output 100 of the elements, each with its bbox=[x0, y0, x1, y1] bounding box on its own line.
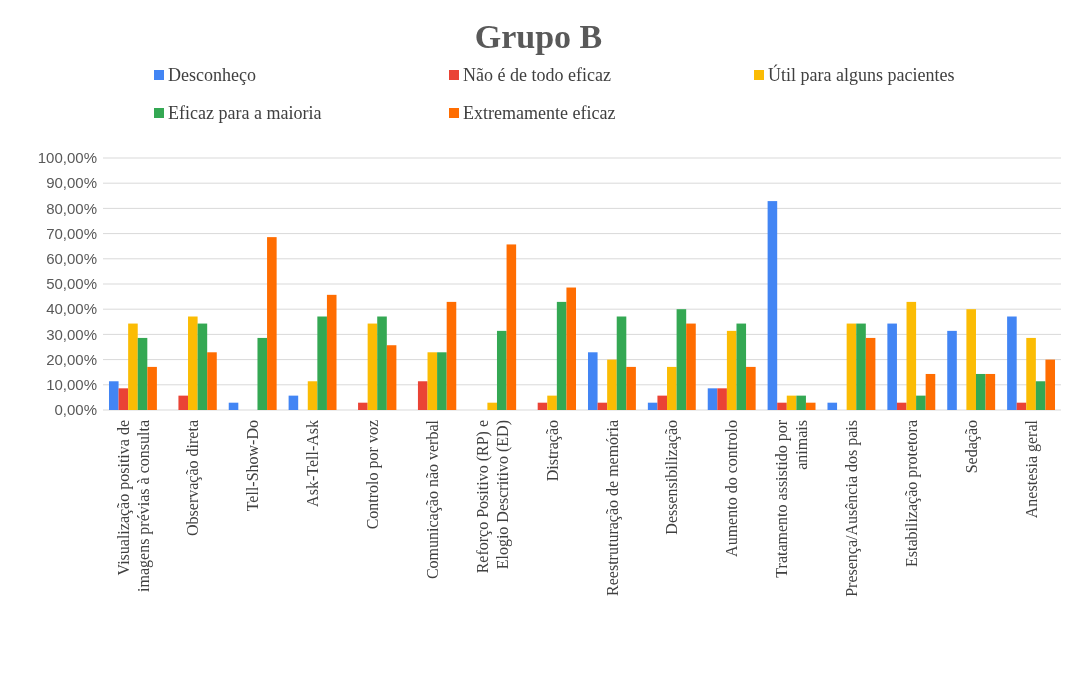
bar bbox=[326, 294, 337, 410]
bar bbox=[1045, 359, 1056, 410]
bar bbox=[537, 402, 548, 410]
x-tick-label: Tell-Show-Do bbox=[244, 420, 262, 512]
bar bbox=[377, 316, 387, 410]
bar bbox=[487, 402, 497, 410]
bar bbox=[1035, 381, 1046, 410]
bar bbox=[288, 395, 299, 410]
bar bbox=[417, 381, 428, 410]
bar bbox=[178, 395, 189, 410]
bar bbox=[856, 323, 866, 410]
x-tick-label: Controlo por voz bbox=[364, 420, 383, 530]
bar bbox=[865, 337, 876, 410]
bar bbox=[667, 366, 677, 410]
bar bbox=[925, 373, 936, 410]
x-tick-label: Sedação bbox=[962, 420, 981, 474]
x-tick-label: Anestesia geral bbox=[1022, 419, 1041, 519]
bar bbox=[616, 316, 627, 410]
y-tick-label: 20,00% bbox=[46, 350, 97, 368]
bar bbox=[726, 330, 737, 410]
bar bbox=[626, 366, 636, 410]
legend-label: Eficaz para a maioria bbox=[168, 103, 322, 124]
bar bbox=[896, 402, 907, 410]
bar bbox=[686, 323, 696, 410]
y-tick-label: 40,00% bbox=[46, 300, 97, 318]
legend-label: Extremamente eficaz bbox=[463, 103, 616, 124]
bar bbox=[547, 395, 557, 410]
bar bbox=[796, 395, 806, 410]
x-tick-label: Visualização positiva de imagens prévias à consulta bbox=[114, 420, 153, 592]
bar bbox=[446, 301, 457, 410]
bar bbox=[647, 402, 658, 410]
bar bbox=[358, 402, 368, 410]
bar bbox=[827, 402, 838, 410]
x-tick-label: Aumento do controlo bbox=[723, 420, 741, 557]
bar bbox=[597, 402, 608, 410]
bar bbox=[975, 373, 986, 410]
bar bbox=[777, 402, 787, 410]
bar bbox=[147, 366, 157, 410]
bar bbox=[767, 201, 778, 410]
x-tick-label: Comunicação não verbal bbox=[423, 419, 442, 580]
bar bbox=[307, 381, 318, 410]
bar bbox=[1026, 337, 1036, 410]
bar bbox=[746, 366, 756, 410]
x-tick-label: Distração bbox=[543, 420, 562, 482]
bar bbox=[496, 330, 507, 410]
y-tick-label: 60,00% bbox=[46, 250, 97, 268]
bar bbox=[786, 395, 797, 410]
bar bbox=[556, 301, 567, 410]
bar bbox=[427, 352, 438, 410]
bar bbox=[916, 395, 926, 410]
bar bbox=[985, 373, 996, 410]
y-tick-label: 0,00% bbox=[54, 401, 97, 419]
bar bbox=[717, 388, 727, 410]
x-tick-label: Reforço Positivo (RP) e Elogio Descritivo (ED) bbox=[473, 420, 512, 574]
x-tick-label: Reestruturação de memória bbox=[603, 420, 622, 596]
bar bbox=[676, 309, 687, 410]
bar bbox=[207, 352, 217, 410]
bar bbox=[566, 287, 577, 410]
legend-label: Desconheço bbox=[168, 65, 256, 86]
x-tick-label: Ask-Tell-Ask bbox=[304, 420, 322, 507]
bar bbox=[188, 316, 198, 410]
x-tick-label: Estabilização protetora bbox=[902, 420, 921, 568]
bar bbox=[367, 323, 378, 410]
y-tick-label: 70,00% bbox=[46, 224, 97, 242]
legend-label: Útil para alguns pacientes bbox=[768, 64, 955, 86]
x-tick-label: Observação direta bbox=[184, 420, 203, 536]
bar bbox=[607, 359, 617, 410]
bar bbox=[846, 323, 857, 410]
bar bbox=[386, 345, 397, 410]
bar bbox=[267, 237, 277, 410]
y-tick-label: 50,00% bbox=[46, 275, 97, 293]
x-tick-label: Presença/Ausência dos pais bbox=[843, 420, 862, 597]
y-tick-label: 30,00% bbox=[46, 325, 97, 343]
bar bbox=[137, 337, 148, 410]
bar bbox=[108, 381, 119, 410]
bar bbox=[228, 402, 239, 410]
bar bbox=[805, 402, 816, 410]
bar bbox=[887, 323, 897, 410]
y-tick-label: 90,00% bbox=[46, 174, 97, 192]
bar bbox=[657, 395, 668, 410]
y-tick-label: 10,00% bbox=[46, 376, 97, 394]
x-tick-label: Tratamento assistido por animais bbox=[773, 419, 811, 578]
bar bbox=[736, 323, 747, 410]
bar bbox=[1016, 402, 1027, 410]
y-tick-label: 100,00% bbox=[37, 149, 97, 167]
bar bbox=[128, 323, 138, 410]
bar bbox=[437, 352, 447, 410]
bar bbox=[257, 337, 268, 410]
bar bbox=[707, 388, 718, 410]
bar bbox=[506, 244, 517, 410]
bar bbox=[947, 330, 957, 410]
bar bbox=[197, 323, 208, 410]
legend-label: Não é de todo eficaz bbox=[463, 65, 611, 86]
x-tick-label: Dessensibilização bbox=[663, 420, 682, 535]
bar bbox=[587, 352, 598, 410]
bar bbox=[906, 301, 917, 410]
bar bbox=[317, 316, 327, 410]
y-tick-label: 80,00% bbox=[46, 199, 97, 217]
bar bbox=[118, 388, 129, 410]
bar bbox=[1007, 316, 1017, 410]
